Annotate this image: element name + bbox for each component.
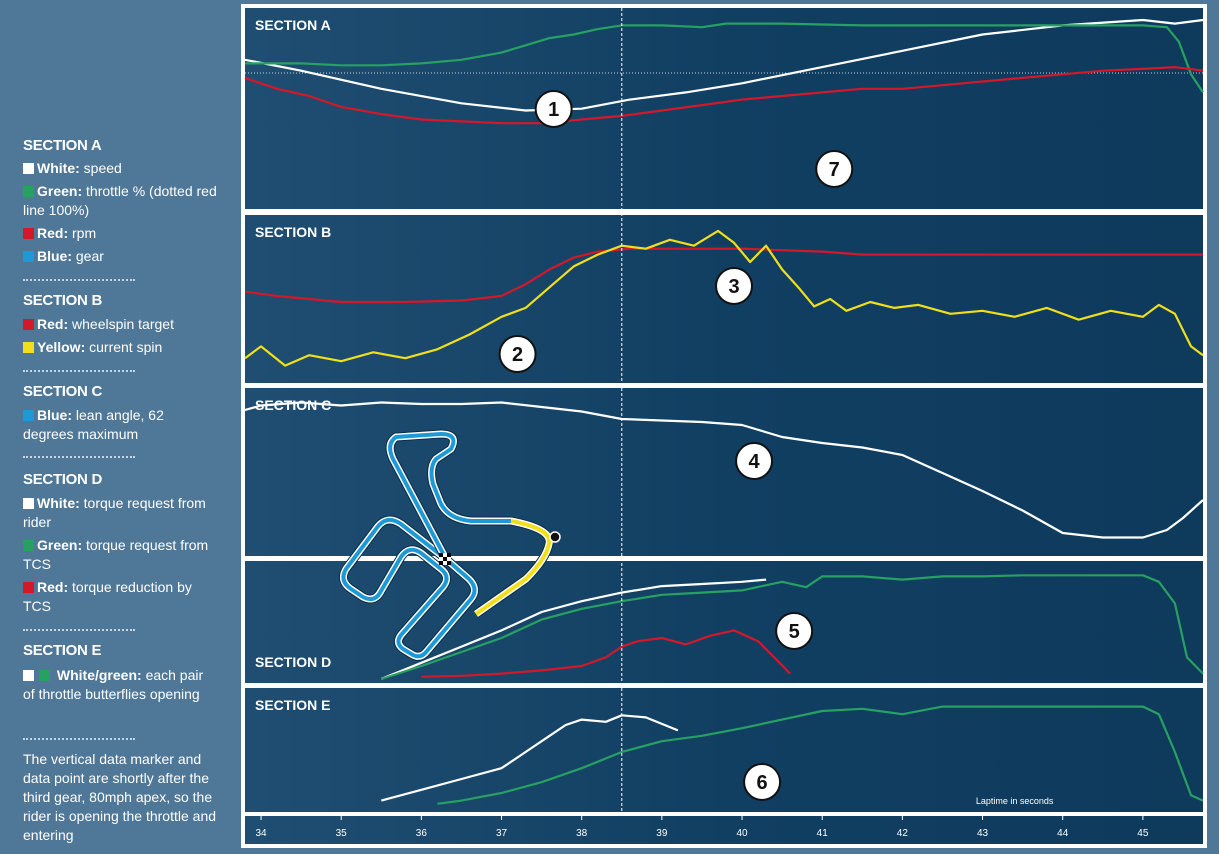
callout-number-3: 3	[728, 276, 739, 298]
callout-number-5: 5	[789, 621, 800, 643]
legend-divider	[23, 279, 135, 281]
callout-number-7: 7	[829, 159, 840, 181]
series-section-d-2	[421, 629, 791, 678]
callout-circle-5	[775, 612, 814, 650]
legend-divider	[23, 370, 135, 372]
legend-a-throttle: Green: throttle % (dotted red line 100%)	[23, 183, 217, 218]
series-section-e-0	[381, 714, 679, 802]
swatch-white	[23, 498, 34, 509]
series-section-a-0	[244, 18, 1204, 112]
callout-number-6: 6	[757, 772, 768, 794]
legend-section-e-title: SECTION E	[23, 642, 102, 659]
legend-c-lean: Blue: lean angle, 62 degrees maximum	[23, 407, 164, 442]
series-section-b-1	[244, 229, 1204, 367]
x-tick-label-5: 39	[656, 828, 668, 839]
x-tick-label-9: 43	[977, 828, 989, 839]
series-section-a-2	[244, 65, 1204, 125]
panel-bg-3	[245, 561, 1203, 683]
legend-section-a-title: SECTION A	[23, 137, 102, 154]
callout-circle-3	[715, 267, 754, 305]
callout-number-1: 1	[548, 99, 559, 121]
x-tick-label-6: 40	[736, 828, 748, 839]
series-section-e-1	[437, 705, 1204, 805]
track-data-point	[549, 531, 561, 543]
legend-a-gear: Blue: gear	[23, 247, 218, 266]
legend-d-rider: White: torque request from rider	[23, 495, 206, 530]
x-tick-label-4: 38	[576, 828, 588, 839]
series-section-a-1	[245, 22, 1204, 94]
swatch-green	[23, 540, 34, 551]
swatch-red	[23, 582, 34, 593]
swatch-yellow	[23, 342, 34, 353]
panel-bg-0	[245, 8, 1203, 209]
callout-circle-6	[743, 763, 782, 801]
checkered-flag-icon	[439, 553, 451, 565]
series-section-c-0	[244, 401, 1204, 539]
legend-note: The vertical data marker and data point …	[23, 751, 217, 843]
x-tick-label-7: 41	[817, 828, 829, 839]
series-section-d-1	[380, 574, 1204, 681]
panel-label-2: SECTION C	[255, 397, 331, 413]
series-section-d-0	[380, 578, 767, 681]
panel-bg-4	[245, 688, 1203, 812]
legend-a-speed: White: speed	[23, 159, 218, 178]
swatch-green	[23, 186, 34, 197]
x-tick-label-11: 45	[1137, 828, 1149, 839]
swatch-white	[23, 670, 34, 681]
legend-e-butterflies: White/green: each pair of throttle butte…	[23, 667, 204, 702]
legend-divider	[23, 738, 135, 740]
legend-d-reduction: Red: torque reduction by TCS	[23, 579, 192, 614]
legend-section-c-title: SECTION C	[23, 383, 102, 400]
x-tick-label-2: 36	[416, 828, 428, 839]
callout-circle-1	[534, 90, 573, 128]
track-map	[338, 429, 561, 661]
x-tick-label-0: 34	[255, 828, 267, 839]
swatch-green	[39, 670, 50, 681]
panel-label-3: SECTION D	[255, 654, 331, 670]
callout-circle-4	[735, 442, 774, 480]
legend-divider	[23, 456, 135, 458]
swatch-red	[23, 319, 34, 330]
x-axis-label: Laptime in seconds	[976, 796, 1054, 806]
legend-divider	[23, 629, 135, 631]
panel-label-4: SECTION E	[255, 697, 330, 713]
series-section-b-0	[244, 247, 1203, 304]
swatch-blue	[23, 410, 34, 421]
x-tick-label-3: 37	[496, 828, 508, 839]
legend-d-tcs: Green: torque request from TCS	[23, 537, 209, 572]
swatch-blue	[23, 251, 34, 262]
telemetry-chart: SECTION A SECTION B SECTION C SECTION D SECT…	[241, 4, 1207, 848]
callout-number-4: 4	[749, 451, 761, 473]
legend-b-wheelspin: Red: wheelspin target	[23, 315, 218, 334]
legend-b-spin: Yellow: current spin	[23, 338, 218, 357]
panel-label-0: SECTION A	[255, 17, 331, 33]
x-tick-label-8: 42	[897, 828, 909, 839]
x-axis-strip	[245, 816, 1203, 844]
x-tick-label-1: 35	[336, 828, 348, 839]
panel-label-1: SECTION B	[255, 224, 331, 240]
swatch-red	[23, 228, 34, 239]
legend-section-b-title: SECTION B	[23, 292, 102, 309]
x-tick-label-10: 44	[1057, 828, 1069, 839]
callout-circle-2	[498, 335, 537, 373]
swatch-white	[23, 163, 34, 174]
callout-number-2: 2	[512, 344, 523, 366]
legend-section-d-title: SECTION D	[23, 471, 102, 488]
legend-panel: SECTION A White: speed Green: throttle %…	[0, 0, 240, 854]
callout-circle-7	[815, 150, 854, 188]
legend-a-rpm: Red: rpm	[23, 224, 218, 243]
